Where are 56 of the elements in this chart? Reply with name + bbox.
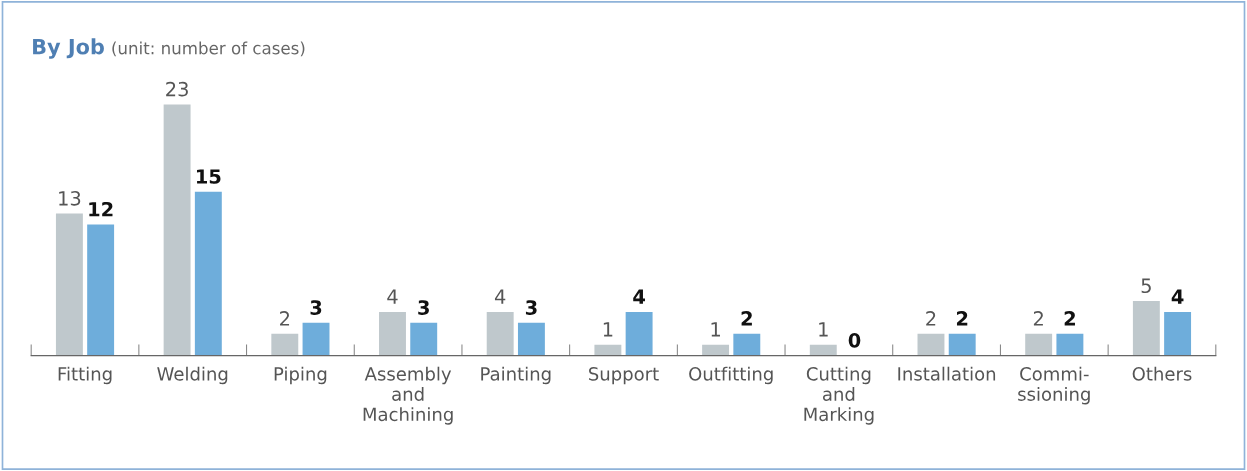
x-tick-label: Installation (898, 366, 996, 381)
x-tick-label: Piping (274, 366, 327, 385)
bar (55, 213, 83, 356)
data-label: 2 (1033, 311, 1043, 326)
x-tick-label: Painting (481, 366, 551, 385)
data-label: 3 (310, 300, 322, 315)
chart-title: By Job (33, 38, 104, 59)
bar (87, 224, 115, 356)
x-tick-label: Others (1132, 366, 1192, 381)
bar (948, 333, 976, 356)
bar (271, 333, 299, 356)
bar (702, 344, 730, 356)
x-tick-label: Support (589, 367, 659, 385)
data-label: 3 (525, 300, 537, 315)
data-label: 0 (848, 332, 861, 348)
data-label: 12 (89, 201, 113, 217)
bar (486, 311, 514, 356)
x-tick-label: Assembly and Machining (363, 366, 453, 425)
x-tick-label: Cutting and Marking (804, 366, 874, 425)
x-tick-label: Outfitting (689, 366, 773, 385)
bar (517, 322, 545, 356)
bar (194, 191, 222, 356)
bar (917, 333, 945, 356)
bar (625, 311, 653, 356)
data-label: 1 (819, 322, 828, 337)
bar (302, 322, 330, 356)
x-tick-label: Commi- ssioning (1018, 366, 1090, 405)
data-label: 5 (1141, 278, 1151, 294)
data-label: 23 (166, 81, 188, 97)
data-label: 1 (711, 322, 720, 337)
bar (809, 344, 837, 356)
bar (1025, 333, 1053, 356)
x-tick-label: Welding (157, 366, 228, 385)
bar (733, 333, 761, 356)
bar (410, 322, 438, 356)
data-label: 4 (387, 289, 398, 304)
data-label: 2 (926, 311, 936, 326)
bar (1056, 333, 1084, 356)
data-label: 2 (741, 311, 752, 326)
x-tick-label: Fitting (58, 366, 112, 385)
data-label: 1 (603, 322, 613, 337)
data-label: 3 (418, 300, 429, 315)
bar (1164, 311, 1192, 356)
data-label: 4 (633, 289, 645, 304)
data-label: 2 (956, 311, 968, 326)
data-label: 4 (1171, 289, 1184, 304)
data-label: 2 (1064, 311, 1075, 326)
data-label: 4 (494, 289, 506, 304)
data-label: 15 (197, 169, 221, 184)
bar (1132, 301, 1160, 356)
data-label: 2 (280, 311, 290, 326)
bar (379, 311, 406, 356)
chart-subtitle: (unit: number of cases) (112, 41, 305, 57)
bar (594, 344, 622, 356)
bar (163, 104, 191, 356)
data-label: 13 (59, 190, 81, 206)
